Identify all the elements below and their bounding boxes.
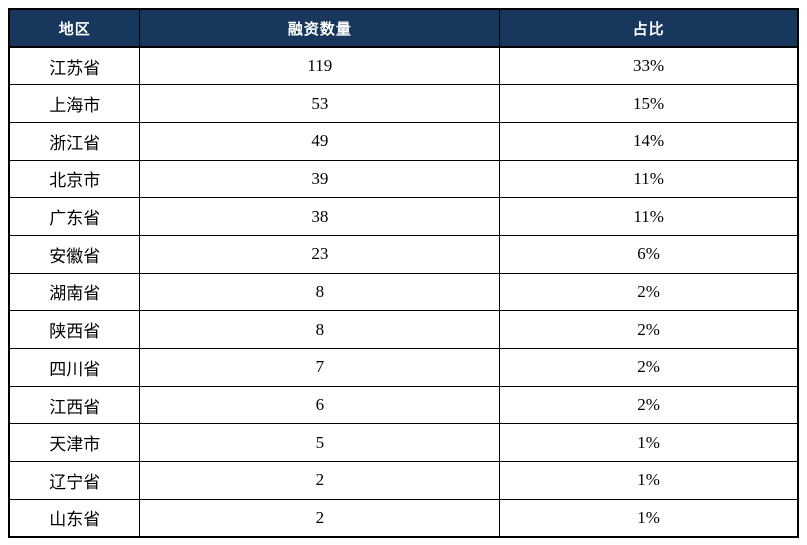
region-cell: 北京市 bbox=[8, 159, 141, 199]
region-cell: 山东省 bbox=[8, 498, 141, 538]
share-cell: 2% bbox=[499, 348, 799, 387]
region-cell: 浙江省 bbox=[8, 121, 141, 161]
share-cell: 6% bbox=[499, 234, 799, 274]
share-cell: 1% bbox=[499, 498, 799, 538]
count-cell: 38 bbox=[139, 197, 501, 236]
count-cell: 8 bbox=[139, 272, 501, 312]
table-row: 山东省 2 1% bbox=[8, 498, 799, 538]
column-header-region: 地区 bbox=[8, 8, 141, 48]
share-cell: 11% bbox=[499, 197, 799, 236]
share-cell: 2% bbox=[499, 385, 799, 425]
region-cell: 江苏省 bbox=[8, 46, 141, 86]
share-cell: 2% bbox=[499, 272, 799, 312]
count-cell: 2 bbox=[139, 461, 501, 500]
header-row: 地区 融资数量 占比 bbox=[8, 8, 799, 48]
share-cell: 33% bbox=[499, 46, 799, 86]
count-cell: 6 bbox=[139, 385, 501, 425]
region-cell: 辽宁省 bbox=[8, 461, 141, 500]
count-cell: 23 bbox=[139, 234, 501, 274]
financing-by-region-table: 地区 融资数量 占比 江苏省 119 33% 上海市 53 15% 浙江省 49 14% 北京市 3… bbox=[8, 8, 799, 538]
table-row: 天津市 5 1% bbox=[8, 423, 799, 463]
count-cell: 39 bbox=[139, 159, 501, 199]
count-cell: 5 bbox=[139, 423, 501, 463]
share-cell: 15% bbox=[499, 84, 799, 123]
count-cell: 8 bbox=[139, 310, 501, 349]
share-cell: 1% bbox=[499, 461, 799, 500]
region-cell: 江西省 bbox=[8, 385, 141, 425]
table-row: 江西省 6 2% bbox=[8, 385, 799, 425]
region-cell: 湖南省 bbox=[8, 272, 141, 312]
count-cell: 7 bbox=[139, 348, 501, 387]
column-header-financing-count: 融资数量 bbox=[139, 8, 501, 48]
table-row: 广东省 38 11% bbox=[8, 197, 799, 236]
region-cell: 四川省 bbox=[8, 348, 141, 387]
count-cell: 119 bbox=[139, 46, 501, 86]
table-row: 江苏省 119 33% bbox=[8, 46, 799, 86]
share-cell: 1% bbox=[499, 423, 799, 463]
share-cell: 14% bbox=[499, 121, 799, 161]
share-cell: 2% bbox=[499, 310, 799, 349]
count-cell: 2 bbox=[139, 498, 501, 538]
count-cell: 53 bbox=[139, 84, 501, 123]
table-row: 辽宁省 2 1% bbox=[8, 461, 799, 500]
table-row: 陕西省 8 2% bbox=[8, 310, 799, 349]
table-row: 四川省 7 2% bbox=[8, 348, 799, 387]
region-cell: 广东省 bbox=[8, 197, 141, 236]
table-row: 浙江省 49 14% bbox=[8, 121, 799, 161]
table-row: 湖南省 8 2% bbox=[8, 272, 799, 312]
table-row: 北京市 39 11% bbox=[8, 159, 799, 199]
column-header-share: 占比 bbox=[499, 8, 799, 48]
region-cell: 陕西省 bbox=[8, 310, 141, 349]
table-row: 安徽省 23 6% bbox=[8, 234, 799, 274]
count-cell: 49 bbox=[139, 121, 501, 161]
table-row: 上海市 53 15% bbox=[8, 84, 799, 123]
region-cell: 上海市 bbox=[8, 84, 141, 123]
share-cell: 11% bbox=[499, 159, 799, 199]
region-cell: 天津市 bbox=[8, 423, 141, 463]
region-cell: 安徽省 bbox=[8, 234, 141, 274]
